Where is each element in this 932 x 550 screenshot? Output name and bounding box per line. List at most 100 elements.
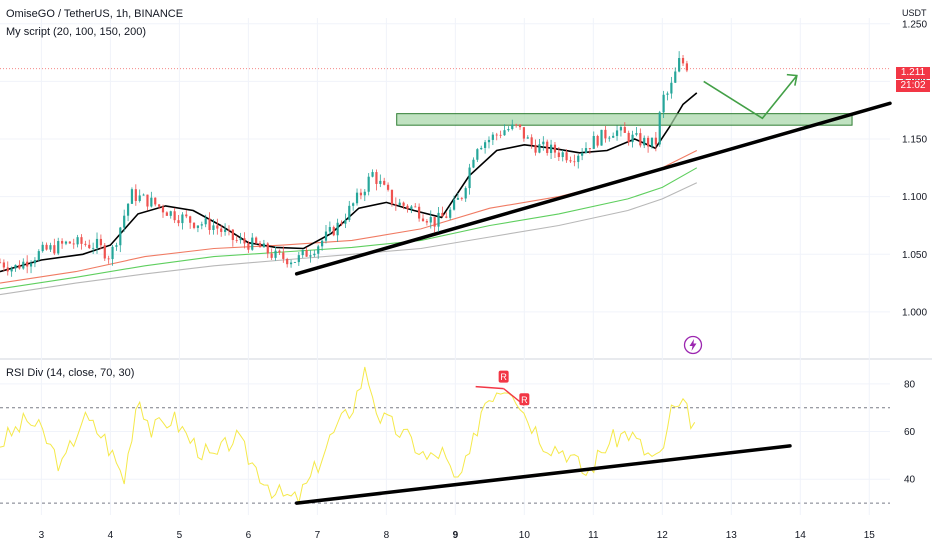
candle-body [126,203,130,216]
candle-body [406,205,409,210]
candle-body [371,172,374,177]
rsi-line [0,366,696,505]
candle-body [45,244,48,250]
price-tick-label: 1.250 [902,19,927,30]
price-tick-label: 1.150 [902,135,927,146]
candle-body [68,241,71,244]
candle-body [530,137,533,145]
candle-body [522,127,526,139]
candle-body [165,212,168,216]
candle-body [119,227,122,246]
candle-body [231,229,234,241]
candle-body [468,167,471,189]
candle-body [239,238,242,241]
symbol-title: OmiseGO / TetherUS, 1h, BINANCE [6,8,184,20]
candle-body [495,134,498,136]
candle-body [542,141,545,145]
candle-body [499,134,502,136]
candle-body [573,161,576,163]
price-tick-label: 1.000 [902,307,927,318]
candle-body [646,137,650,147]
candle-body [410,206,413,210]
candle-body [146,194,149,207]
candle-body [130,189,134,204]
candle-body [418,206,421,219]
lightning-icon[interactable] [683,335,703,355]
candle-body [538,144,541,153]
candle-body [22,261,25,269]
candle-body [678,58,681,72]
candle-body [309,255,312,257]
candle-body [99,238,103,246]
candle-body [639,133,642,146]
ma-line-ma150 [0,167,698,290]
candle-body [507,129,510,131]
candle-body [286,258,289,265]
candle-body [33,260,37,264]
candle-body [57,241,60,254]
candle-body [2,262,5,268]
candle-body [173,211,176,221]
divergence-badge [519,393,530,406]
candle-body [367,176,370,192]
candle-body [386,184,390,190]
currency-label: USDT [902,8,927,18]
rsi-legend: RSI Div (14, close, 70, 30) [6,367,135,379]
projection-arrow [703,75,798,120]
candle-body [80,237,83,244]
candle-body [584,148,588,154]
time-tick-label: 8 [384,530,390,541]
candle-body [355,192,359,204]
countdown-badge: 21:02 [896,80,930,92]
time-tick-label: 10 [519,530,531,541]
candle-body [456,197,460,200]
candle-body [324,231,328,241]
candle-body [270,253,273,258]
candle-body [340,222,343,224]
candle-body [223,229,227,232]
candle-body [631,134,634,143]
candle-body [565,152,568,161]
candle-body [379,180,382,184]
candle-body [41,244,44,252]
candle-body [685,63,689,71]
time-tick-label: 12 [657,530,669,541]
candle-body [158,204,161,207]
last-price-badge: 1.211 [896,67,930,79]
candle-body [297,255,300,263]
candle-body [169,211,172,216]
candle-body [220,228,223,232]
ma-line-ma200 [0,182,698,296]
candle-body [441,212,444,217]
candle-body [464,188,467,199]
candle-body [0,262,2,264]
candle-body [161,206,165,213]
candle-body [452,199,456,210]
candle-body [53,245,56,254]
candle-body [615,130,619,136]
candle-body [344,219,347,224]
candle-body [64,241,68,244]
candle-body [414,206,417,208]
candle-body [92,247,95,249]
candle-body [266,243,269,254]
candle-body [526,137,529,139]
script-legend: My script (20, 100, 150, 200) [6,26,147,38]
candle-body [301,250,304,256]
candle-body [449,209,452,218]
candle-body [352,203,355,206]
candle-body [375,172,378,184]
candle-body [185,214,188,217]
candle-body [255,237,258,244]
time-tick-label: 15 [864,530,876,541]
candle-body [138,195,141,201]
candle-body [600,129,603,146]
time-tick-label: 13 [726,530,738,541]
candle-body [293,262,297,263]
divergence-badge-label: R [521,395,528,405]
rsi-pane: RR [0,366,792,505]
candle-body [658,112,661,145]
candle-body [390,189,394,205]
projection-arrowhead [786,73,798,86]
